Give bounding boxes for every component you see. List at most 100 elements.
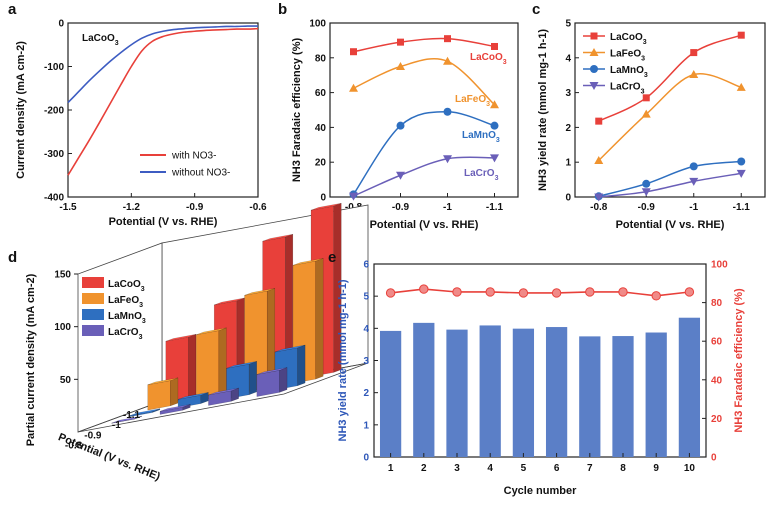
x-tick-label-b: -1	[443, 202, 452, 213]
bar-front-LaCrO3-3	[256, 370, 280, 397]
data-point-c-1	[689, 70, 699, 79]
x-tick-label-e: 7	[587, 463, 593, 474]
legend-label-d-2: LaMnO3	[108, 311, 146, 325]
y-axis-label-b: NH3 Faradaic efficiency (%)	[291, 38, 303, 183]
y-tick-label-e: 4	[363, 324, 369, 335]
y-tick-label-c: 1	[565, 158, 571, 169]
fe-point-e-4	[485, 287, 495, 297]
bar-e-9	[645, 332, 667, 457]
y-tick-label-b: 60	[315, 88, 327, 99]
bar-top-LaMnO3-0	[129, 408, 160, 416]
panel-label-c: c	[532, 1, 540, 18]
bar-front-LaFeO3-0	[147, 380, 171, 411]
data-point-c-3	[736, 169, 746, 178]
x-tick-label-b: -1.1	[486, 202, 504, 213]
fe-point-e-5	[518, 288, 529, 298]
legend-label-c-3: LaCrO3	[610, 82, 645, 96]
fe-point-e-2	[419, 284, 429, 294]
y-tick-label-a: 0	[58, 19, 64, 30]
legend-label-d-1: LaFeO3	[108, 295, 143, 309]
bar-e-2	[413, 322, 435, 457]
y-tick-label-c: 2	[565, 123, 571, 134]
series-label-b-2: LaMnO3	[462, 130, 500, 144]
x-tick-label-d: -1	[112, 420, 121, 431]
x-axis-label-e: Cycle number	[504, 485, 577, 497]
data-point-c-1	[641, 109, 651, 118]
y2-tick-label-e: 20	[711, 414, 723, 425]
fe-point-e-8	[618, 287, 628, 297]
bar-top-LaMnO3-1	[178, 392, 209, 400]
y-tick-label-e: 1	[363, 420, 369, 431]
x-tick-label-c: -0.9	[638, 202, 656, 213]
x-axis-label-a: Potential (V vs. RHE)	[109, 216, 218, 228]
data-point-c-1	[736, 82, 746, 91]
x-tick-label-c: -0.8	[590, 202, 608, 213]
x-tick-label-c: -1	[689, 202, 698, 213]
y2-axis-label-e: NH3 Faradaic efficiency (%)	[733, 288, 745, 433]
bar-top-LaCrO3-2	[208, 387, 239, 396]
legend-label-c-1: LaFeO3	[610, 49, 645, 63]
y-tick-label-c: 4	[565, 53, 571, 64]
y2-tick-label-e: 0	[711, 453, 717, 464]
y-axis-label-d: Partial current density (mA cm-2)	[25, 273, 37, 446]
bar-top-LaCoO3-1	[214, 297, 245, 306]
y-tick-label-c: 0	[565, 193, 571, 204]
data-point-b-1	[443, 56, 452, 65]
y-tick-label-c: 5	[565, 19, 571, 30]
legend-label-c-0: LaCoO3	[610, 32, 647, 46]
panel-label-b: b	[278, 1, 287, 18]
x-tick-label-a: -0.6	[249, 202, 267, 213]
bar-top-LaMnO3-2	[226, 361, 257, 369]
x-tick-label-e: 4	[487, 463, 493, 474]
data-point-b-2	[396, 121, 405, 130]
bar-e-7	[579, 336, 601, 457]
y-axis-label-e: NH3 yield rate (mmol mg-1 h-1)	[337, 279, 349, 441]
data-point-b-1	[396, 62, 405, 70]
bar-top-LaCrO3-1	[159, 404, 191, 412]
legend-label-d-3: LaCrO3	[108, 327, 143, 341]
y-tick-label-e: 2	[363, 388, 369, 399]
series-line-b-2	[352, 110, 495, 195]
data-point-b-0	[491, 42, 498, 50]
legend-swatch-d-3	[82, 325, 104, 336]
y-tick-label-b: 100	[309, 19, 326, 30]
y-tick-label-a: -100	[44, 62, 64, 73]
legend-label-d-0: LaCoO3	[108, 279, 145, 293]
fe-point-e-9	[651, 291, 661, 301]
panel-c: -0.8 -0.9 -1 -1.1 0 1 2 3 4 5 Potential (V vs. RHE…	[537, 19, 766, 231]
data-point-b-1	[349, 83, 358, 92]
z-tick-label-d: 100	[54, 322, 71, 333]
panel-label-a: a	[8, 1, 17, 18]
bar-top-LaCoO3-0	[165, 334, 197, 342]
bar-e-1	[379, 330, 402, 457]
legend-marker-c-3	[589, 82, 599, 90]
bar-top-LaCrO3-3	[256, 367, 288, 375]
x-tick-label-b: -0.9	[392, 202, 410, 213]
y-tick-label-a: -200	[44, 106, 64, 117]
bar-top-LaMnO3-3	[274, 344, 306, 353]
data-point-c-0	[642, 94, 650, 102]
x-tick-label-a: -1.2	[123, 202, 141, 213]
bar-e-5	[512, 328, 535, 457]
series-line-a-0	[67, 27, 259, 176]
z-tick-label-d: 150	[54, 270, 71, 281]
bar-e-6	[545, 327, 568, 457]
bar-top-LaCoO3-2	[262, 234, 293, 242]
bar-e-8	[612, 336, 634, 457]
data-point-c-1	[594, 155, 604, 164]
bar-front-LaFeO3-1	[195, 330, 220, 402]
fe-point-e-3	[452, 287, 462, 297]
legend-swatch-d-0	[82, 277, 104, 288]
bar-side-LaMnO3-2	[248, 360, 257, 396]
series-line-c-1	[598, 72, 742, 161]
x-tick-label-d: -1.1	[123, 410, 141, 421]
data-point-b-1	[490, 100, 499, 109]
y2-tick-label-e: 40	[711, 375, 723, 386]
panel-label-e: e	[328, 249, 336, 266]
y-tick-label-e: 6	[363, 260, 369, 271]
y-tick-label-b: 80	[315, 53, 327, 64]
x-tick-label-d: -0.9	[84, 430, 102, 441]
x-tick-label-e: 1	[388, 463, 394, 474]
y-tick-label-e: 3	[363, 356, 369, 367]
